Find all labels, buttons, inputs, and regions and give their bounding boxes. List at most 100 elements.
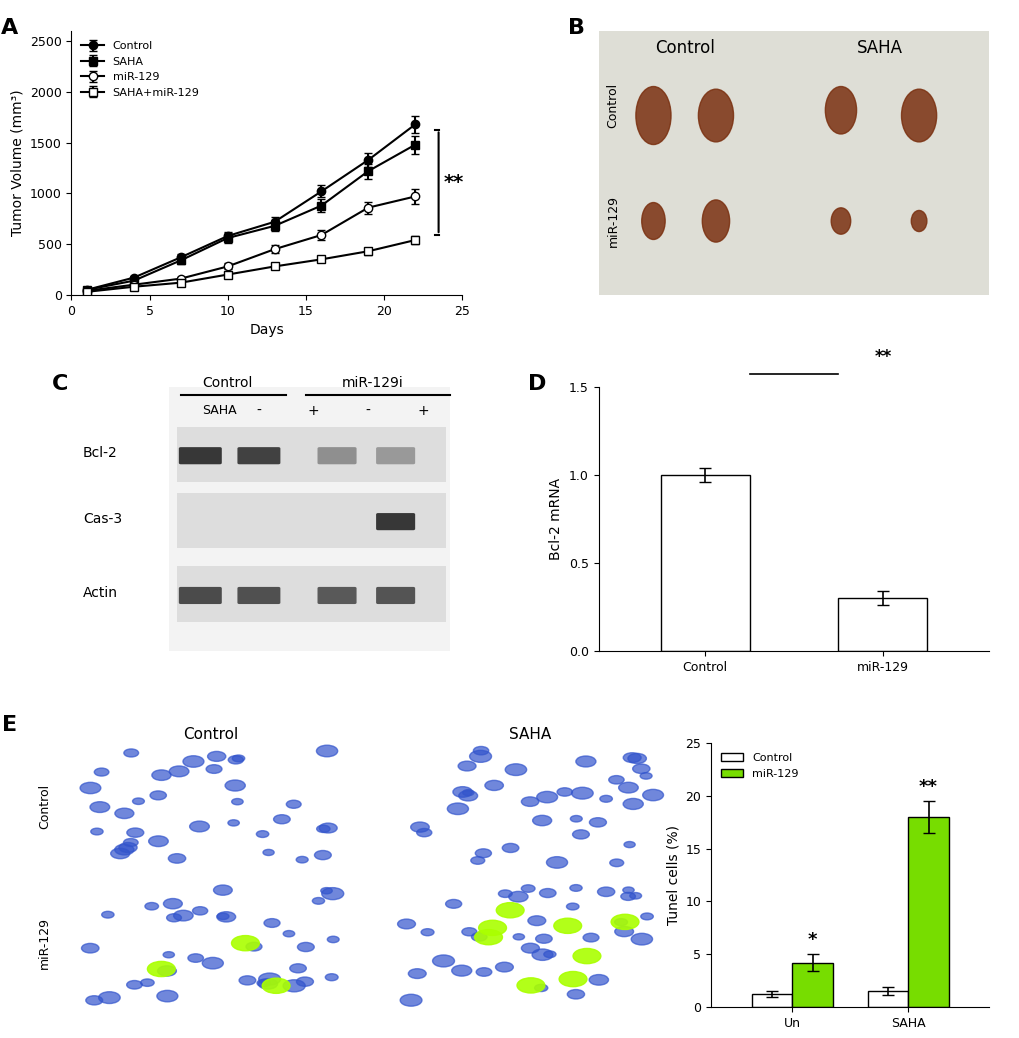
- Ellipse shape: [123, 839, 138, 847]
- Ellipse shape: [150, 791, 166, 800]
- Ellipse shape: [471, 932, 486, 941]
- Ellipse shape: [501, 844, 519, 852]
- Ellipse shape: [163, 952, 174, 958]
- FancyBboxPatch shape: [237, 447, 280, 464]
- Ellipse shape: [187, 954, 203, 962]
- FancyBboxPatch shape: [317, 586, 357, 604]
- Ellipse shape: [463, 790, 474, 796]
- Ellipse shape: [145, 902, 158, 910]
- Ellipse shape: [264, 919, 280, 927]
- Ellipse shape: [152, 770, 171, 781]
- Ellipse shape: [570, 884, 582, 892]
- Ellipse shape: [202, 957, 223, 968]
- Ellipse shape: [262, 978, 289, 993]
- Ellipse shape: [609, 859, 623, 867]
- Ellipse shape: [698, 89, 733, 142]
- Ellipse shape: [496, 903, 524, 918]
- Ellipse shape: [528, 916, 545, 926]
- Text: **: **: [918, 777, 937, 796]
- Ellipse shape: [298, 943, 314, 952]
- Ellipse shape: [623, 798, 643, 810]
- Ellipse shape: [246, 943, 262, 951]
- Ellipse shape: [397, 919, 415, 929]
- Ellipse shape: [163, 899, 182, 909]
- Ellipse shape: [173, 910, 193, 921]
- Ellipse shape: [504, 764, 526, 775]
- Ellipse shape: [111, 848, 129, 858]
- Ellipse shape: [452, 787, 472, 797]
- Ellipse shape: [567, 989, 584, 999]
- Ellipse shape: [149, 836, 168, 847]
- Ellipse shape: [283, 930, 294, 937]
- Bar: [838, 598, 926, 651]
- Ellipse shape: [148, 961, 175, 977]
- Text: Control: Control: [202, 376, 253, 390]
- Ellipse shape: [571, 787, 593, 799]
- Ellipse shape: [319, 823, 337, 832]
- Text: Control: Control: [38, 784, 51, 829]
- Text: Control: Control: [654, 39, 714, 57]
- Ellipse shape: [623, 887, 634, 893]
- Text: Bcl-2: Bcl-2: [83, 446, 118, 460]
- Ellipse shape: [619, 783, 638, 793]
- Ellipse shape: [296, 856, 308, 863]
- Text: +: +: [308, 404, 319, 418]
- FancyBboxPatch shape: [317, 447, 357, 464]
- Ellipse shape: [566, 903, 579, 910]
- Ellipse shape: [702, 200, 729, 242]
- Legend: Control, SAHA, miR-129, SAHA+miR-129: Control, SAHA, miR-129, SAHA+miR-129: [76, 36, 204, 103]
- Ellipse shape: [445, 900, 462, 908]
- Text: A: A: [1, 18, 18, 38]
- Ellipse shape: [231, 798, 243, 804]
- Y-axis label: Tumor Volume (mm³): Tumor Volume (mm³): [10, 89, 24, 237]
- Bar: [751, 994, 792, 1007]
- Text: miR-129: miR-129: [38, 918, 51, 969]
- Text: Cas-3: Cas-3: [83, 512, 122, 526]
- Ellipse shape: [478, 921, 506, 935]
- Ellipse shape: [283, 980, 305, 992]
- FancyBboxPatch shape: [598, 31, 988, 295]
- Ellipse shape: [459, 791, 477, 801]
- X-axis label: Days: Days: [249, 323, 284, 337]
- FancyBboxPatch shape: [376, 513, 415, 530]
- Ellipse shape: [628, 754, 646, 764]
- Ellipse shape: [259, 973, 280, 985]
- Ellipse shape: [86, 995, 103, 1005]
- Ellipse shape: [535, 934, 551, 944]
- Ellipse shape: [910, 211, 926, 231]
- Text: E: E: [2, 715, 17, 735]
- Ellipse shape: [289, 963, 306, 973]
- Ellipse shape: [325, 974, 337, 981]
- Ellipse shape: [157, 990, 177, 1002]
- Title: Control: Control: [182, 727, 237, 742]
- Ellipse shape: [102, 911, 114, 918]
- Ellipse shape: [157, 965, 176, 976]
- Ellipse shape: [168, 853, 185, 864]
- Ellipse shape: [114, 844, 133, 855]
- Ellipse shape: [169, 766, 189, 776]
- Ellipse shape: [451, 965, 472, 976]
- FancyBboxPatch shape: [176, 567, 446, 622]
- Ellipse shape: [546, 856, 567, 868]
- Ellipse shape: [532, 949, 552, 960]
- Ellipse shape: [256, 830, 269, 838]
- Ellipse shape: [314, 850, 331, 859]
- Ellipse shape: [263, 849, 274, 855]
- Ellipse shape: [99, 991, 120, 1004]
- Ellipse shape: [570, 816, 582, 822]
- Ellipse shape: [599, 795, 611, 802]
- Ellipse shape: [321, 887, 343, 900]
- FancyBboxPatch shape: [176, 427, 446, 482]
- Ellipse shape: [508, 892, 528, 902]
- Text: miR-129i: miR-129i: [341, 376, 403, 390]
- Ellipse shape: [90, 801, 110, 813]
- Ellipse shape: [316, 825, 330, 832]
- Ellipse shape: [583, 933, 598, 941]
- Ellipse shape: [232, 755, 245, 762]
- Ellipse shape: [539, 889, 555, 898]
- FancyBboxPatch shape: [178, 447, 221, 464]
- Ellipse shape: [589, 818, 606, 827]
- Bar: [660, 475, 749, 651]
- Y-axis label: Tunel cells (%): Tunel cells (%): [665, 825, 680, 925]
- Text: **: **: [443, 172, 463, 192]
